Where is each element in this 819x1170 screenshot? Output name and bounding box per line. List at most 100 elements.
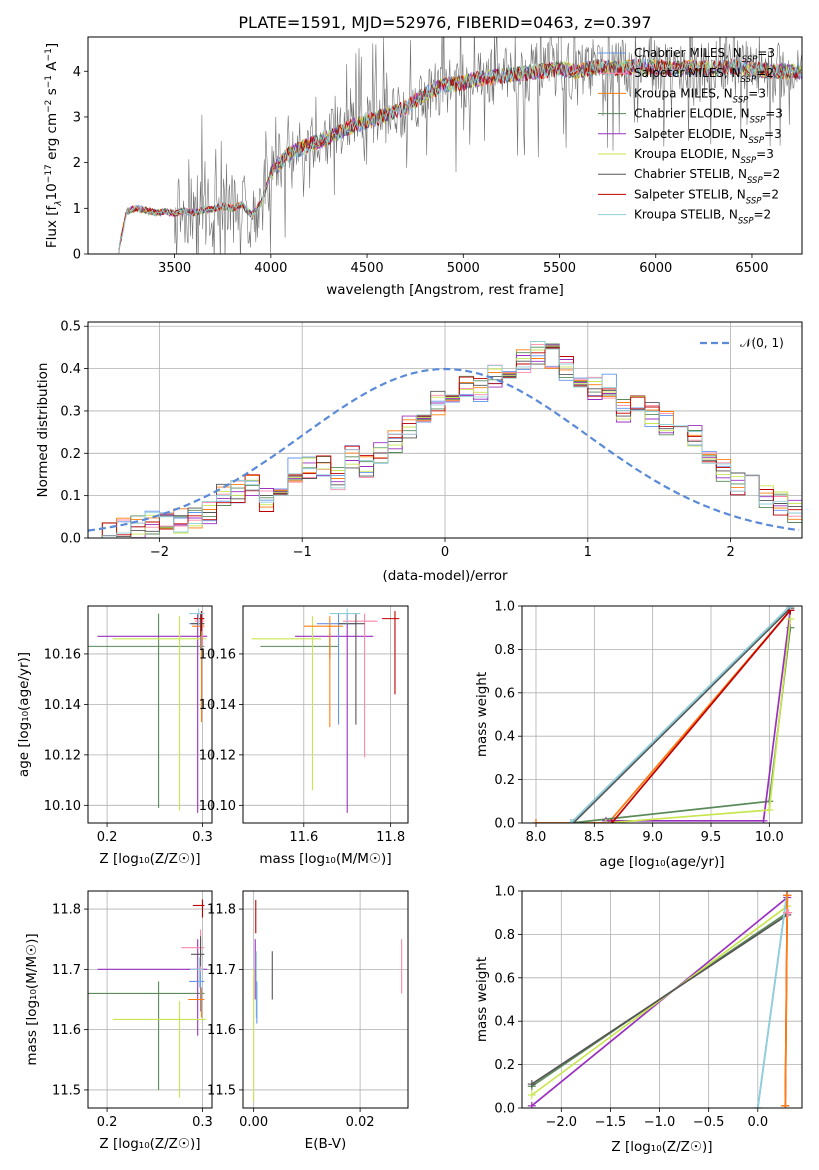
x-tick-label: 9.5 — [701, 830, 722, 845]
axes-frame — [87, 36, 803, 255]
weight-marker — [607, 819, 616, 823]
y-tick-label: 3 — [73, 110, 81, 125]
y-tick-label: 10.10 — [44, 799, 81, 814]
x-tick-label: 11.6 — [289, 830, 318, 845]
x-tick-label: 1 — [584, 545, 592, 560]
weight-line-kroupa-miles — [784, 895, 789, 1106]
legend-entry: Kroupa STELIB, NSSP=2 — [634, 208, 771, 227]
y-tick-label: 2 — [73, 156, 81, 171]
histogram-axes-plot-area — [88, 322, 802, 538]
y-tick-label: 11.6 — [207, 1023, 236, 1038]
x-tick-label: 10.0 — [755, 830, 784, 845]
y-tick-label: 11.6 — [52, 1023, 81, 1038]
weight-marker — [527, 1101, 536, 1108]
errorbar-point — [112, 1001, 207, 1098]
y-axis-label: Flux [fλ10−17 erg cm−2 s−1 A−1] — [44, 43, 64, 248]
y-tick-label: 0.0 — [494, 817, 515, 832]
y-tick-label: 10.14 — [199, 698, 236, 713]
errorbar-point — [342, 613, 378, 758]
legend-entry: Kroupa ELODIE, NSSP=3 — [634, 147, 774, 166]
y-tick-label: 11.5 — [207, 1083, 236, 1098]
mass-vs-ebv-axes-plot-area — [243, 891, 408, 1108]
y-tick-label: 0.6 — [494, 686, 515, 701]
y-tick-label: 0.8 — [494, 643, 515, 658]
x-axis-label: Z [log₁₀(Z/Z☉)] — [99, 1136, 200, 1152]
y-tick-label: 10.12 — [199, 748, 236, 763]
weight-marker — [602, 819, 610, 823]
y-tick-label: 0.1 — [60, 489, 81, 504]
weight-marker — [527, 1090, 536, 1099]
errorbar-point — [88, 981, 205, 1090]
x-tick-label: 0.00 — [239, 1115, 268, 1130]
y-tick-label: 4 — [73, 65, 81, 80]
y-tick-label: 11.8 — [207, 903, 236, 918]
errorbar-point — [191, 613, 205, 637]
weight-line-chabrier-stelib — [572, 607, 791, 823]
weight-marker — [567, 819, 575, 823]
y-axis-label: mass weight — [474, 957, 490, 1042]
x-tick-label: 5500 — [543, 261, 576, 276]
weight-marker — [759, 816, 768, 823]
y-tick-label: 11.7 — [207, 963, 236, 978]
x-axis-label: age [log₁₀(age/yr)] — [599, 854, 724, 870]
y-tick-label: 0.0 — [60, 532, 81, 547]
x-tick-label: 9.0 — [642, 830, 663, 845]
y-tick-label: 10.10 — [199, 799, 236, 814]
spectrum-axes: 3500 4000 4500 5000 5500 6000 6500 0 1 2 3 4 PLATE=1… — [44, 13, 803, 298]
weight-marker — [781, 1101, 790, 1108]
x-tick-label: 8.0 — [526, 830, 547, 845]
legend-entry: Chabrier MILES, NSSP=3 — [634, 46, 775, 65]
legend-entry: Salpeter ELODIE, NSSP=3 — [634, 127, 782, 146]
errorbar-point — [88, 613, 205, 808]
errorbar-point — [295, 613, 374, 813]
x-axis-label: mass [log₁₀(M/M☉)] — [259, 851, 391, 867]
x-tick-label: −2 — [150, 545, 169, 560]
weight-marker — [783, 891, 792, 900]
histogram-axes: −2 −1 0 1 2 0.0 0.1 0.2 0.3 0.4 0.5 (data-model)/er… — [35, 320, 803, 584]
x-tick-label: −2.0 — [546, 1115, 578, 1130]
legend-entry: Chabrier ELODIE, NSSP=3 — [634, 107, 783, 126]
legend-entry: Salpeter MILES, NSSP=2 — [634, 66, 774, 85]
y-axis-label: Normed distribution — [35, 363, 51, 498]
x-tick-label: 8.5 — [584, 830, 605, 845]
axes-frame — [521, 890, 803, 1109]
y-tick-label: 10.16 — [44, 647, 81, 662]
errorbar-point — [303, 616, 343, 728]
y-tick-label: 0.2 — [494, 773, 515, 788]
y-tick-label: 0.4 — [494, 730, 515, 745]
x-tick-label: 3500 — [158, 261, 191, 276]
legend-entry: Chabrier STELIB, NSSP=2 — [634, 167, 780, 186]
weight-marker — [765, 805, 774, 814]
weight-marker — [784, 908, 793, 917]
x-tick-label: 5000 — [447, 261, 480, 276]
y-tick-label: 0.0 — [494, 1102, 515, 1117]
y-axis-label: age [log₁₀(age/yr)] — [16, 652, 32, 777]
weight-vs-age-axes-plot-area — [522, 606, 802, 823]
x-tick-label: −1.0 — [644, 1115, 676, 1130]
errorbar-point — [260, 633, 339, 659]
weight-line-kroupa-stelib — [756, 891, 789, 1108]
errorbar-point — [329, 608, 361, 624]
weight-marker — [527, 1080, 536, 1089]
y-tick-label: 1 — [73, 202, 81, 217]
weight-marker — [786, 615, 795, 624]
x-tick-label: 4000 — [254, 261, 287, 276]
y-tick-label: 11.8 — [52, 903, 81, 918]
x-tick-label: −1.5 — [595, 1115, 627, 1130]
errorbar-point — [97, 613, 208, 813]
errorbar-point — [112, 616, 207, 811]
y-tick-label: 0.4 — [60, 362, 81, 377]
x-axis-label: wavelength [Angstrom, rest frame] — [326, 282, 564, 298]
y-tick-label: 0.6 — [494, 971, 515, 986]
x-tick-label: 11.8 — [376, 830, 405, 845]
y-tick-label: 0.5 — [60, 320, 81, 335]
errorbar-point — [192, 899, 205, 918]
x-tick-label: 0.02 — [346, 1115, 375, 1130]
errorbar-point — [251, 616, 322, 791]
y-tick-label: 0 — [73, 248, 81, 263]
x-tick-label: 0 — [441, 545, 449, 560]
x-axis-label: E(B-V) — [305, 1136, 347, 1152]
errorbar-point — [97, 939, 208, 1036]
errorbar-point — [189, 608, 205, 627]
